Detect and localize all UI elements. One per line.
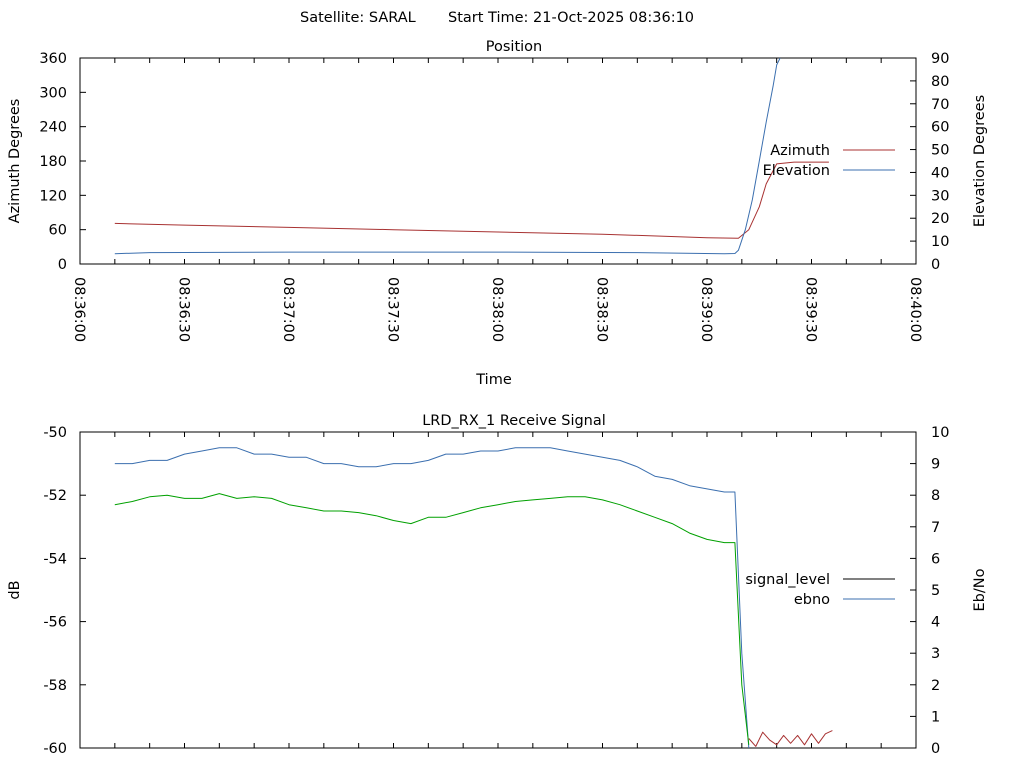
legend-label: signal_level — [745, 572, 830, 588]
y2-tick-label: 3 — [931, 646, 940, 662]
x-axis-label: Time — [475, 372, 512, 388]
y-axis-label: Azimuth Degrees — [7, 99, 23, 224]
y2-tick-label: 40 — [931, 165, 949, 181]
y2-tick-label: 4 — [931, 615, 940, 631]
x-tick-label: 08:36:00 — [71, 277, 87, 342]
y-tick-label: 240 — [39, 120, 67, 136]
azimuth-line — [114, 161, 829, 239]
legend-label: ebno — [794, 592, 830, 608]
series-line — [114, 493, 750, 745]
y2-tick-label: 6 — [931, 551, 940, 567]
x-tick-label: 08:38:30 — [594, 277, 610, 342]
chart-title: LRD_RX_1 Receive Signal — [422, 413, 606, 429]
legend-label: Elevation — [763, 163, 830, 179]
y2-tick-label: 90 — [931, 51, 949, 67]
x-tick-label: 08:37:30 — [385, 277, 401, 342]
y2-tick-label: 8 — [931, 488, 940, 504]
y-tick-label: -54 — [43, 551, 67, 567]
y2-tick-label: 7 — [931, 520, 940, 536]
y-tick-label: -56 — [43, 615, 67, 631]
y2-tick-label: 30 — [931, 188, 949, 204]
plot-frame — [79, 57, 917, 265]
position-chart: Position 08:36:00 08:36:30 08:37:00 08:37:30… — [7, 39, 988, 388]
y2-tick-label: 20 — [931, 211, 949, 227]
y2-axis-label: Elevation Degrees — [972, 95, 988, 227]
y2-tick-label: 10 — [931, 234, 949, 250]
series-line — [748, 730, 833, 747]
y-tick-label: -50 — [43, 425, 67, 441]
y-tick-label: 300 — [39, 85, 67, 101]
x-tick-label: 08:40:00 — [907, 277, 923, 342]
y2-tick-label: 10 — [931, 425, 949, 441]
y2-axis-label: Eb/No — [972, 568, 988, 611]
y2-tick-label: 70 — [931, 97, 949, 113]
receive-signal-chart: LRD_RX_1 Receive Signal -60 -58 -56 -54 -52 -5… — [7, 413, 988, 757]
y-tick-label: 0 — [58, 257, 67, 273]
y-tick-label: 360 — [39, 51, 67, 67]
header-start-time: Start Time: 21-Oct-2025 08:36:10 — [448, 10, 694, 26]
y2-tick-label: 5 — [931, 583, 940, 599]
plot-frame — [79, 431, 917, 749]
x-tick-label: 08:39:30 — [803, 277, 819, 342]
y-tick-label: -52 — [43, 488, 67, 504]
y2-tick-label: 2 — [931, 678, 940, 694]
y2-tick-label: 80 — [931, 74, 949, 90]
x-tick-label: 08:39:00 — [698, 277, 714, 342]
y2-tick-label: 60 — [931, 120, 949, 136]
y-tick-label: -58 — [43, 678, 67, 694]
x-tick-label: 08:38:00 — [489, 277, 505, 342]
legend-label: Azimuth — [770, 143, 830, 159]
ebno-line — [114, 447, 750, 749]
y-tick-label: -60 — [43, 741, 67, 757]
y-tick-label: 120 — [39, 188, 67, 204]
elevation-line — [114, 57, 781, 255]
x-tick-label: 08:37:00 — [280, 277, 296, 342]
header-satellite: Satellite: SARAL — [300, 10, 416, 26]
y2-tick-label: 50 — [931, 143, 949, 159]
chart-title: Position — [486, 39, 542, 55]
y2-tick-label: 1 — [931, 709, 940, 725]
y-tick-label: 60 — [49, 223, 67, 239]
x-tick-label: 08:36:30 — [176, 277, 192, 342]
y2-tick-label: 0 — [931, 257, 940, 273]
y2-tick-label: 9 — [931, 457, 940, 473]
y2-tick-label: 0 — [931, 741, 940, 757]
y-tick-label: 180 — [39, 154, 67, 170]
y-axis-label: dB — [7, 580, 23, 599]
